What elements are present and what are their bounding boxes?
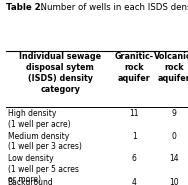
- Text: Background: Background: [8, 178, 53, 185]
- Text: Medium density
(1 well per 3 acres): Medium density (1 well per 3 acres): [8, 132, 81, 151]
- Text: Volcanic-
rock
aquifer: Volcanic- rock aquifer: [153, 52, 188, 83]
- Text: Low density
(1 well per 5 acres
or more): Low density (1 well per 5 acres or more): [8, 154, 78, 184]
- Text: 1: 1: [132, 132, 137, 141]
- Text: Number of wells in each ISDS density category in the two aquifer types sampled i: Number of wells in each ISDS density cat…: [35, 3, 188, 12]
- Text: Granitic-
rock
aquifer: Granitic- rock aquifer: [115, 52, 154, 83]
- Text: High density
(1 well per acre): High density (1 well per acre): [8, 109, 70, 129]
- Text: Table 2.: Table 2.: [6, 3, 44, 12]
- Text: 0: 0: [171, 132, 176, 141]
- Text: 11: 11: [130, 109, 139, 118]
- Text: 14: 14: [169, 154, 179, 163]
- Text: 10: 10: [169, 178, 179, 185]
- Text: 9: 9: [171, 109, 176, 118]
- Text: 6: 6: [132, 154, 137, 163]
- Text: Individual sewage
disposal sytem
(ISDS) density
category: Individual sewage disposal sytem (ISDS) …: [19, 52, 101, 94]
- Text: 4: 4: [132, 178, 137, 185]
